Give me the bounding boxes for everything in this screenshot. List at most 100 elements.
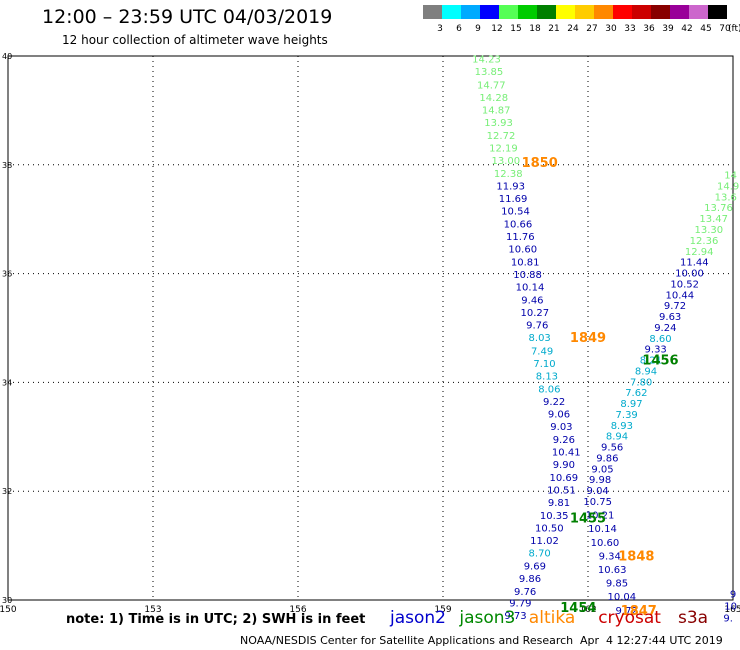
swh-value: 9.46 — [521, 296, 543, 307]
swh-value: 9.90 — [553, 460, 575, 471]
legend-swatch — [556, 5, 575, 19]
legend-swatch — [594, 5, 613, 19]
swh-value: 9.33 — [645, 345, 667, 356]
swh-value: 10.41 — [552, 447, 581, 458]
legend-label: 70 — [719, 24, 731, 34]
swh-value: 10.21 — [586, 511, 615, 522]
swh-value: 10.44 — [666, 290, 695, 301]
legend-swatch — [537, 5, 556, 19]
swh-value: 13.30 — [695, 225, 724, 236]
legend-label: 6 — [456, 24, 462, 34]
map-subtitle: 12 hour collection of altimeter wave hei… — [62, 33, 328, 47]
swh-value: 11.44 — [680, 258, 709, 269]
swh-value: 10.35 — [540, 511, 569, 522]
swh-value: 11.02 — [530, 536, 559, 547]
swh-value: 10.14 — [588, 524, 617, 535]
map-title: 12:00 – 23:59 UTC 04/03/2019 — [42, 6, 333, 28]
pass-time-label: 1456 — [642, 354, 678, 369]
swh-value: 7.62 — [625, 388, 647, 399]
swh-value: 12.38 — [494, 169, 523, 180]
pass-time-label: 1455 — [570, 511, 606, 526]
units-note: note: 1) Time is in UTC; 2) SWH is in fe… — [66, 612, 366, 627]
legend-label: 18 — [529, 24, 541, 34]
legend-label: 9 — [475, 24, 481, 34]
swh-value: 9.69 — [524, 562, 546, 573]
lon-tick-label: 156 — [289, 605, 306, 615]
legend-swatch — [499, 5, 518, 19]
swh-value: 9.76 — [514, 587, 536, 598]
swh-value: 8.06 — [538, 384, 560, 395]
swh-value: 7.39 — [616, 410, 638, 421]
swh-value: 10.51 — [547, 486, 576, 497]
swh-value: 10.63 — [598, 565, 627, 576]
swh-value: 14.77 — [477, 80, 506, 91]
legend-label: 42 — [681, 24, 692, 34]
legend-label: 21 — [548, 24, 559, 34]
swh-value: 12.19 — [489, 143, 518, 154]
swh-value: 9.06 — [548, 409, 570, 420]
axis-tick-labels: 150 153 156 159 162 165 30 32 34 36 38 40 — [0, 52, 740, 615]
swh-value: 9.86 — [596, 453, 618, 464]
legend-label: 24 — [567, 24, 579, 34]
swh-value: 8.94 — [635, 366, 657, 377]
swh-value: 7.10 — [533, 359, 555, 370]
legend-label: 12 — [491, 24, 502, 34]
swh-value: 9.04 — [587, 486, 609, 497]
swh-value: 9.22 — [543, 397, 565, 408]
legend-label: 39 — [662, 24, 674, 34]
swh-value: 8.93 — [611, 421, 633, 432]
credit-line: NOAA/NESDIS Center for Satellite Applica… — [240, 634, 574, 647]
swh-value: 9.73 — [504, 611, 526, 622]
swh-value: 10.54 — [501, 206, 530, 217]
lat-tick-label: 36 — [2, 270, 12, 279]
legend-swatch — [651, 5, 670, 19]
swh-value: 10.69 — [550, 473, 579, 484]
lon-tick-label: 150 — [0, 605, 17, 615]
swh-value: 14.9 — [717, 181, 739, 192]
swh-value: 9.98 — [589, 475, 611, 486]
lat-tick-label: 32 — [2, 487, 12, 496]
swh-value: 12.72 — [487, 131, 516, 142]
swh-value: 10.60 — [591, 538, 620, 549]
swh-value: 14.87 — [482, 105, 511, 116]
swh-value: 9.24 — [654, 323, 676, 334]
satellite-jason3: jason3 — [459, 608, 516, 628]
swh-value: 9.34 — [599, 551, 621, 562]
swh-value: 10.04 — [608, 592, 637, 603]
swh-value: 10.27 — [521, 308, 550, 319]
swh-value: 8.03 — [529, 333, 551, 344]
map-frame — [7, 55, 734, 601]
satellite-altika: altika — [528, 608, 576, 628]
swh-value: 10.81 — [511, 258, 540, 269]
pass-time-label: 1850 — [522, 156, 558, 171]
swh-value: 9.72 — [616, 606, 638, 617]
legend-unit: (ft) — [728, 24, 740, 34]
swh-value: 10.52 — [670, 279, 699, 290]
legend-swatch — [461, 5, 480, 19]
swh-value: 10.50 — [535, 524, 564, 535]
lat-tick-label: 30 — [2, 596, 12, 605]
legend-label: 3 — [437, 24, 443, 34]
swh-value: 8.94 — [606, 432, 628, 443]
swh-value: 9.03 — [550, 422, 572, 433]
satellite-s3a: s3a — [678, 608, 709, 628]
legend-swatch — [518, 5, 537, 19]
swh-value: 9.72 — [664, 301, 686, 312]
swh-value: 14 — [724, 171, 737, 182]
pass-time-label: 1454 — [560, 601, 596, 616]
swh-value: 7.49 — [531, 346, 553, 357]
pass-time-labels: 1850 1849 1456 1455 1848 1454 1847 — [522, 156, 679, 619]
legend-swatch — [442, 5, 461, 19]
pass-time-label: 1848 — [618, 549, 654, 564]
swh-value: 13.85 — [475, 67, 504, 78]
swh-value: 9.81 — [548, 498, 570, 509]
legend-swatch — [670, 5, 689, 19]
swh-value: 13.93 — [484, 118, 513, 129]
legend-swatch — [423, 5, 442, 19]
legend-swatch — [632, 5, 651, 19]
swh-value: 13.76 — [704, 203, 733, 214]
swh-value: 9.79 — [509, 599, 531, 610]
swh-value: 12.94 — [685, 247, 714, 258]
swh-value: 10.14 — [516, 283, 545, 294]
